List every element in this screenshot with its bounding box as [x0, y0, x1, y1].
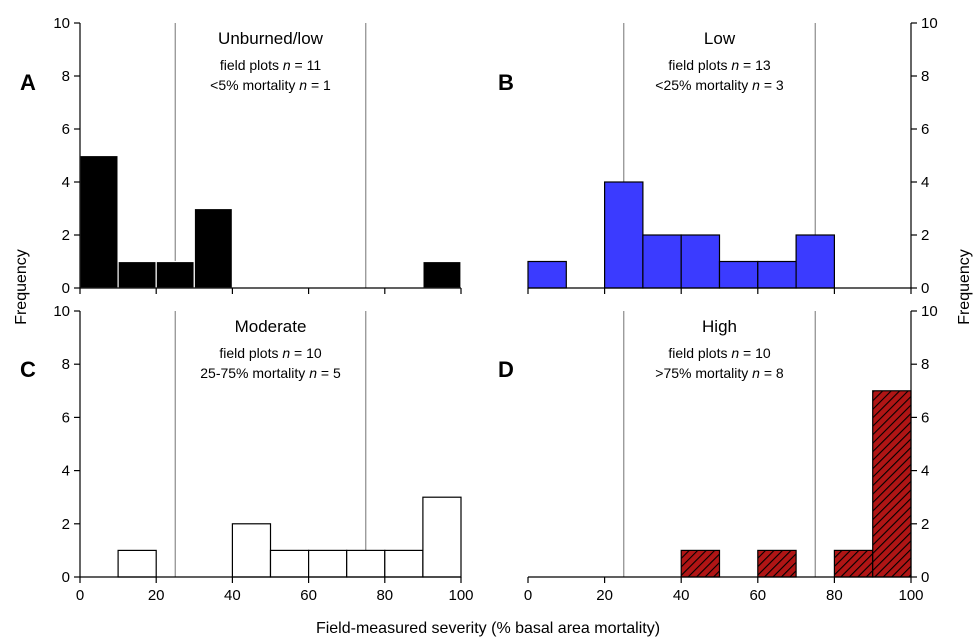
y-tick-label: 2: [62, 227, 70, 244]
y-tick-label: 10: [921, 303, 938, 320]
panel-letter: A: [20, 70, 36, 95]
y-tick-label: 6: [62, 121, 70, 138]
y-tick-label: 6: [62, 409, 70, 426]
y-tick-label: 8: [921, 356, 929, 373]
panel-title: Unburned/low: [218, 29, 324, 48]
x-tick-label: 20: [148, 587, 165, 604]
histogram-bar: [231, 523, 272, 578]
x-tick-label: 40: [673, 587, 690, 604]
x-tick-label: 100: [898, 587, 923, 604]
y-axis-label-right: Frequency: [956, 249, 973, 325]
panel-letter: B: [498, 70, 514, 95]
panel-title: Moderate: [235, 317, 307, 336]
histogram-bar: [422, 496, 462, 578]
x-tick-label: 80: [376, 587, 393, 604]
panel-subtitle: >75% mortality n = 8: [655, 365, 784, 381]
histogram-bar: [384, 549, 424, 578]
y-tick-label: 0: [921, 280, 929, 297]
panel-subtitle: <5% mortality n = 1: [210, 77, 331, 93]
histogram-bar: [155, 260, 195, 289]
histogram-bar: [117, 549, 157, 578]
y-tick-label: 2: [921, 227, 929, 244]
panel-letter: D: [498, 357, 514, 382]
y-tick-label: 8: [62, 68, 70, 85]
y-tick-label: 4: [62, 174, 70, 191]
histogram-bar: [680, 549, 721, 578]
x-tick-label: 100: [448, 587, 473, 604]
y-tick-label: 4: [921, 463, 929, 480]
histogram-bar: [346, 549, 386, 578]
y-tick-label: 0: [921, 569, 929, 586]
histogram-bar: [193, 207, 234, 289]
x-tick-label: 0: [524, 587, 532, 604]
histogram-bar: [603, 181, 644, 289]
histogram-bar: [527, 260, 567, 289]
y-tick-label: 2: [62, 516, 70, 533]
histogram-bar: [79, 154, 119, 289]
y-tick-label: 8: [62, 356, 70, 373]
histogram-bar: [308, 549, 348, 578]
panel-subtitle: field plots n = 10: [219, 345, 322, 361]
panel-letter: C: [20, 357, 36, 382]
y-tick-label: 0: [62, 280, 70, 297]
histogram-bar: [757, 549, 797, 578]
histogram-bar: [757, 260, 797, 289]
x-tick-label: 60: [300, 587, 317, 604]
x-tick-label: 20: [596, 587, 613, 604]
y-axis-label-left: Frequency: [13, 249, 30, 325]
y-tick-label: 2: [921, 516, 929, 533]
y-tick-label: 0: [62, 569, 70, 586]
y-tick-label: 4: [921, 174, 929, 191]
y-tick-label: 10: [53, 15, 70, 32]
y-tick-label: 8: [921, 68, 929, 85]
panel-b: 0 2 4 6 8 10 B Low field plots n = 13 <25% mortal…: [498, 15, 938, 297]
histogram-bar: [422, 260, 462, 289]
y-tick-label: 6: [921, 121, 929, 138]
panel-subtitle: 25-75% mortality n = 5: [200, 365, 341, 381]
histogram-bar: [680, 234, 721, 289]
histogram-bar: [872, 390, 912, 578]
panel-subtitle: field plots n = 11: [220, 57, 322, 73]
panel-subtitle: <25% mortality n = 3: [655, 77, 784, 93]
y-tick-label: 10: [53, 303, 70, 320]
panel-title: High: [702, 317, 737, 336]
panel-subtitle: field plots n = 10: [668, 345, 771, 361]
histogram-bar: [269, 549, 310, 578]
y-tick-label: 10: [921, 15, 938, 32]
x-tick-label: 60: [749, 587, 766, 604]
histogram-bar: [718, 260, 759, 289]
x-tick-label: 0: [76, 587, 84, 604]
x-axis-label: Field-measured severity (% basal area mo…: [316, 620, 660, 637]
histogram-bar: [833, 549, 874, 578]
panel-title: Low: [704, 29, 736, 48]
x-tick-label: 40: [224, 587, 241, 604]
histogram-bar: [117, 260, 157, 289]
y-tick-label: 6: [921, 409, 929, 426]
panel-a: 0 2 4 6 8 10 A Unburned/low field plots n = 11 <5…: [20, 15, 462, 297]
histogram-bar: [795, 234, 835, 289]
panel-subtitle: field plots n = 13: [668, 57, 771, 73]
y-tick-label: 4: [62, 463, 70, 480]
x-tick-label: 80: [826, 587, 843, 604]
histogram-bar: [642, 234, 682, 289]
